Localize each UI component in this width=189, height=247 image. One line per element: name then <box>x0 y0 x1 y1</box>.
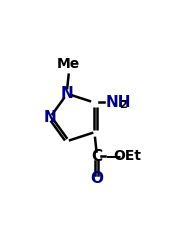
Text: N: N <box>61 86 74 101</box>
Text: C: C <box>91 149 102 164</box>
Text: N: N <box>44 110 56 125</box>
Text: NH: NH <box>105 95 131 109</box>
Text: Me: Me <box>57 57 80 71</box>
Text: O: O <box>90 171 103 186</box>
Text: —: — <box>105 149 121 164</box>
Text: OEt: OEt <box>113 149 141 163</box>
Text: 2: 2 <box>119 100 127 110</box>
